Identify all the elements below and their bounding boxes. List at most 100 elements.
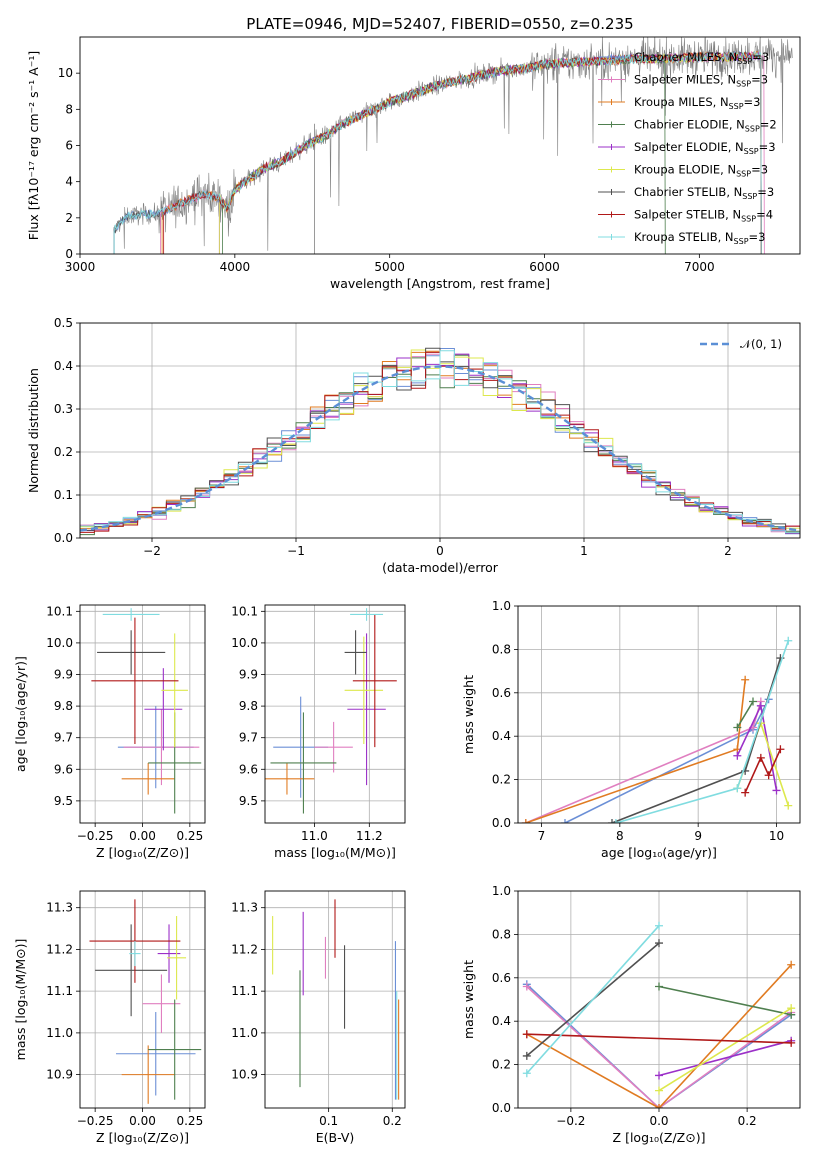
x-axis-label: age [log₁₀(age/yr)]	[601, 845, 717, 860]
legend-entry: 𝒩(0, 1)	[740, 337, 782, 351]
age-vs-mass-panel: 11.0 11.2 9.5 9.6 9.7 9.8 9.9 10.0 10.1 mass [log…	[231, 604, 406, 860]
plot-area	[265, 605, 405, 823]
legend-entry: Salpeter MILES, NSSP=3	[634, 73, 768, 89]
y-tick-label: 9.5	[54, 794, 73, 808]
x-axis-label: E(B-V)	[316, 1130, 355, 1145]
series-line-salpeter-elodie	[658, 1039, 792, 1077]
data-point-marker	[655, 1071, 663, 1080]
data-point-marker	[733, 784, 742, 793]
x-tick-label: 0.25	[176, 1114, 203, 1128]
y-tick-label: 0.0	[54, 531, 73, 545]
residual-histogram-panel: −2 −1 0 1 2 0.0 0.1 0.2 0.3 0.4 0.5 (data-model)/er…	[26, 316, 801, 575]
data-point-marker	[655, 982, 663, 991]
y-tick-label: 0.0	[492, 816, 511, 830]
y-tick-label: 10	[58, 66, 73, 80]
data-point-marker	[733, 751, 742, 760]
series-line-salpeter-stelib	[526, 1033, 792, 1044]
x-axis-label: Z [log₁₀(Z/Z⊙)]	[96, 1130, 189, 1145]
series-line-salpeter-miles	[525, 701, 762, 823]
series-line-chabrier-stelib	[611, 657, 782, 823]
y-tick-label: 0	[65, 247, 73, 261]
y-tick-label: 1.0	[492, 599, 511, 613]
x-tick-label: 11.0	[301, 829, 328, 843]
y-tick-label: 9.8	[239, 699, 258, 713]
data-point-marker	[733, 723, 742, 732]
series-line-chabrier-miles	[526, 983, 792, 1108]
y-axis-label: age [log₁₀(age/yr)]	[13, 656, 28, 772]
y-tick-label: 0.6	[492, 686, 511, 700]
legend-entry: Chabrier ELODIE, NSSP=2	[634, 118, 777, 134]
y-tick-label: 8	[65, 102, 73, 116]
data-point-marker	[521, 819, 530, 823]
axes-frame: 3000 4000 5000 6000 7000 0 2 4 6 8 10 wavelength [A…	[26, 36, 801, 291]
data-point-marker	[787, 960, 796, 969]
axes-frame: 0.1 0.2 10.9 11.0 11.1 11.2 11.3 E(B-V)	[231, 890, 406, 1145]
spectrum-panel: 3000 4000 5000 6000 7000 0 2 4 6 8 10 wavelength [A…	[26, 36, 801, 291]
y-tick-label: 11.2	[46, 942, 73, 956]
x-tick-label: 11.2	[356, 829, 383, 843]
x-axis-label: Z [log₁₀(Z/Z⊙)]	[613, 1130, 706, 1145]
y-tick-label: 0.8	[492, 642, 511, 656]
y-tick-label: 0.1	[54, 488, 73, 502]
series-line-kroupa-elodie	[658, 1007, 792, 1092]
data-point-marker	[522, 1069, 531, 1078]
y-tick-label: 9.9	[239, 668, 258, 682]
x-tick-label: 0.2	[738, 1114, 757, 1128]
y-tick-label: 9.5	[239, 794, 258, 808]
plot-area	[80, 891, 205, 1108]
series-line-kroupa-miles	[526, 964, 792, 1108]
x-tick-label: 5000	[374, 260, 405, 274]
y-tick-label: 0.2	[492, 1058, 511, 1072]
y-axis-label: mass weight	[461, 960, 476, 1039]
x-tick-label: 9	[694, 829, 702, 843]
data-point-marker	[764, 771, 773, 780]
data-point-marker	[787, 1004, 796, 1013]
x-axis-label: (data-model)/error	[382, 560, 499, 575]
plot-area	[518, 606, 800, 823]
plot-area	[80, 605, 205, 823]
y-tick-label: 11.3	[46, 901, 73, 915]
y-tick-label: 11.3	[231, 901, 258, 915]
data-point-marker	[655, 1104, 663, 1108]
data-point-marker	[608, 819, 616, 823]
y-tick-label: 9.9	[54, 668, 73, 682]
model-spectrum-kroupa-stelib	[113, 51, 762, 254]
y-tick-label: 0.2	[492, 773, 511, 787]
x-tick-label: 6000	[529, 260, 560, 274]
y-tick-label: 10.1	[231, 604, 258, 618]
y-tick-label: 2	[65, 211, 73, 225]
axes-frame: −0.2 0.0 0.2 0.0 0.2 0.4 0.6 0.8 1.0 Z [log₁₀(Z/Z…	[461, 884, 801, 1145]
y-tick-label: 9.8	[54, 699, 73, 713]
legend-entry: Chabrier MILES, NSSP=3	[634, 50, 769, 66]
data-point-marker	[561, 819, 569, 823]
x-tick-label: 4000	[220, 260, 251, 274]
x-tick-label: 0	[436, 544, 444, 558]
y-tick-label: 11.1	[46, 984, 73, 998]
data-point-marker	[655, 1086, 663, 1095]
y-tick-label: 9.6	[54, 762, 73, 776]
x-tick-label: −0.2	[556, 1114, 585, 1128]
y-axis-label: Flux [fλ10⁻¹⁷ erg cm⁻² s⁻¹ A⁻¹]	[26, 51, 41, 240]
data-point-marker	[784, 636, 793, 645]
data-point-marker	[756, 753, 765, 762]
data-point-marker	[741, 788, 750, 797]
y-tick-label: 9.7	[54, 731, 73, 745]
series-line-chabrier-elodie	[736, 701, 754, 728]
legend-entry: Chabrier STELIB, NSSP=3	[634, 185, 774, 201]
y-tick-label: 0.3	[54, 402, 73, 416]
y-tick-label: 0.4	[492, 1014, 511, 1028]
plot-area	[80, 323, 800, 538]
y-axis-label: mass weight	[461, 675, 476, 754]
x-tick-label: −1	[287, 544, 305, 558]
x-axis-label: wavelength [Angstrom, rest frame]	[330, 276, 550, 291]
x-tick-label: 10	[769, 829, 784, 843]
x-tick-label: −0.25	[77, 829, 114, 843]
data-point-marker	[784, 801, 793, 810]
series-line-chabrier-miles	[564, 698, 770, 823]
y-tick-label: 0.4	[492, 729, 511, 743]
series-line-salpeter-miles	[526, 985, 792, 1108]
data-point-marker	[772, 786, 781, 795]
axes-frame: −0.25 0.00 0.25 10.9 11.0 11.1 11.2 11.3 Z [log₁…	[13, 890, 206, 1145]
x-tick-label: 7000	[684, 260, 715, 274]
